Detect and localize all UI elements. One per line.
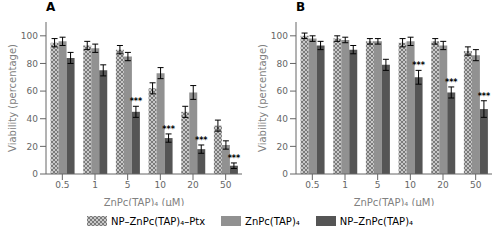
svg-text:20: 20: [27, 142, 39, 152]
html-text:B: B: [296, 0, 306, 14]
svg-text:5: 5: [375, 180, 381, 190]
svg-text:0.5: 0.5: [55, 180, 69, 190]
svg-text:***: ***: [412, 61, 425, 70]
svg-text:***: ***: [130, 97, 143, 106]
svg-text:1: 1: [92, 180, 98, 190]
svg-text:***: ***: [228, 154, 241, 163]
svg-text:40: 40: [27, 114, 39, 124]
svg-text:20: 20: [277, 142, 289, 152]
html-text:ZnPc(TAP)₄: ZnPc(TAP)₄: [245, 215, 300, 227]
svg-text:40: 40: [277, 114, 289, 124]
svg-text:80: 80: [27, 59, 39, 69]
html-text:NP–ZnPc(TAP)₄–Ptx: NP–ZnPc(TAP)₄–Ptx: [110, 215, 206, 227]
svg-text:50: 50: [220, 180, 232, 190]
svg-text:***: ***: [162, 125, 175, 134]
svg-text:50: 50: [470, 180, 482, 190]
svg-text:***: ***: [445, 78, 458, 87]
svg-text:100: 100: [271, 31, 288, 41]
svg-text:0.5: 0.5: [305, 180, 319, 190]
svg-text:***: ***: [195, 136, 208, 145]
svg-text:10: 10: [155, 180, 167, 190]
svg-text:5: 5: [125, 180, 131, 190]
svg-text:Viability (percentage): Viability (percentage): [257, 44, 268, 152]
svg-text:***: ***: [478, 92, 491, 101]
svg-text:0: 0: [32, 169, 38, 179]
svg-text:20: 20: [437, 180, 449, 190]
svg-text:1: 1: [342, 180, 348, 190]
html-text:NP–ZnPc(TAP)₄: NP–ZnPc(TAP)₄: [339, 215, 413, 227]
svg-text:20: 20: [187, 180, 199, 190]
svg-text:0: 0: [282, 169, 288, 179]
svg-text:Viability (percentage): Viability (percentage): [8, 44, 18, 152]
svg-text:60: 60: [277, 86, 289, 96]
svg-text:80: 80: [277, 59, 289, 69]
svg-text:ZnPc(TAP)₄ (µM): ZnPc(TAP)₄ (µM): [354, 197, 435, 206]
svg-text:100: 100: [21, 31, 38, 41]
html-text:A: A: [46, 0, 56, 14]
svg-text:60: 60: [27, 86, 39, 96]
svg-text:10: 10: [405, 180, 417, 190]
svg-text:ZnPc(TAP)₄ (µM): ZnPc(TAP)₄ (µM): [104, 197, 185, 206]
